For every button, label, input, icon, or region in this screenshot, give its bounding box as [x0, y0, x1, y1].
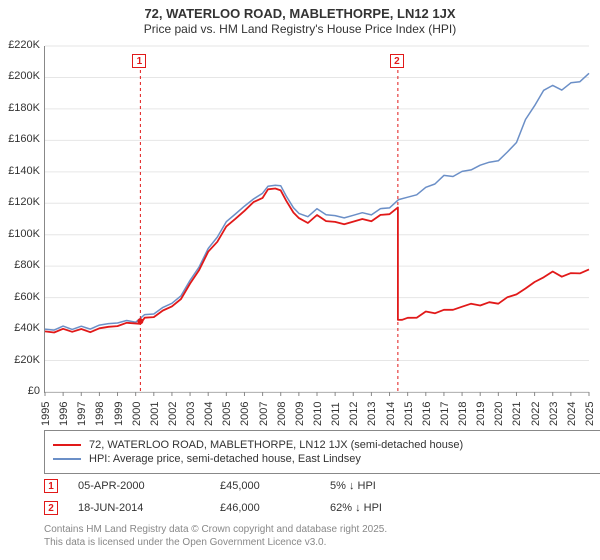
x-axis-label: 1996 [58, 402, 70, 426]
plot-area [44, 46, 589, 393]
x-axis-label: 1999 [113, 402, 125, 426]
y-axis-label: £120K [0, 196, 40, 208]
x-axis-label: 2003 [185, 402, 197, 426]
y-axis-label: £160K [0, 133, 40, 145]
x-axis-label: 2018 [457, 402, 469, 426]
marker-date-2: 18-JUN-2014 [78, 502, 143, 514]
x-axis-label: 2001 [149, 402, 161, 426]
x-axis-label: 2002 [167, 402, 179, 426]
marker-price-1: £45,000 [220, 480, 260, 492]
y-axis-label: £100K [0, 228, 40, 240]
x-axis-label: 2000 [131, 402, 143, 426]
x-axis-label: 2025 [584, 402, 596, 426]
legend-swatch-property [53, 444, 81, 446]
y-axis-label: £60K [0, 291, 40, 303]
x-axis-label: 2023 [548, 402, 560, 426]
x-axis-label: 2012 [348, 402, 360, 426]
y-axis-label: £80K [0, 259, 40, 271]
footnote-line1: Contains HM Land Registry data © Crown c… [44, 524, 387, 537]
legend-row-hpi: HPI: Average price, semi-detached house,… [53, 453, 593, 465]
x-axis-label: 2015 [403, 402, 415, 426]
x-axis-label: 2008 [276, 402, 288, 426]
footnote-line2: This data is licensed under the Open Gov… [44, 537, 387, 550]
x-axis-label: 2020 [493, 402, 505, 426]
x-axis-label: 2010 [312, 402, 324, 426]
x-axis-label: 2004 [203, 402, 215, 426]
y-axis-label: £20K [0, 354, 40, 366]
x-axis-label: 2016 [421, 402, 433, 426]
legend-row-property: 72, WATERLOO ROAD, MABLETHORPE, LN12 1JX… [53, 439, 593, 451]
legend-swatch-hpi [53, 458, 81, 460]
legend-label-property: 72, WATERLOO ROAD, MABLETHORPE, LN12 1JX… [89, 439, 463, 451]
x-axis-label: 2019 [475, 402, 487, 426]
x-axis-label: 2007 [258, 402, 270, 426]
chart-title-line2: Price paid vs. HM Land Registry's House … [0, 22, 600, 36]
y-axis-label: £140K [0, 165, 40, 177]
y-axis-label: £180K [0, 102, 40, 114]
y-axis-label: £40K [0, 322, 40, 334]
legend-box: 72, WATERLOO ROAD, MABLETHORPE, LN12 1JX… [44, 430, 600, 474]
marker-delta-1: 5% ↓ HPI [330, 480, 376, 492]
x-axis-label: 2022 [530, 402, 542, 426]
x-axis-label: 1998 [94, 402, 106, 426]
chart-title-line1: 72, WATERLOO ROAD, MABLETHORPE, LN12 1JX [0, 0, 600, 22]
sale-marker-1: 1 [132, 54, 146, 68]
marker-row-1: 1 05-APR-2000 £45,000 5% ↓ HPI [44, 478, 584, 494]
marker-delta-2: 62% ↓ HPI [330, 502, 382, 514]
x-axis-label: 2011 [330, 402, 342, 426]
x-axis-label: 1995 [40, 402, 52, 426]
x-axis-label: 2024 [566, 402, 578, 426]
marker-badge-2: 2 [44, 501, 58, 515]
sale-marker-2: 2 [390, 54, 404, 68]
y-axis-label: £220K [0, 39, 40, 51]
chart-svg [45, 46, 589, 392]
x-axis-label: 2021 [511, 402, 523, 426]
chart-container: 72, WATERLOO ROAD, MABLETHORPE, LN12 1JX… [0, 0, 600, 560]
x-axis-label: 2014 [385, 402, 397, 426]
marker-badge-1: 1 [44, 479, 58, 493]
x-axis-label: 2005 [221, 402, 233, 426]
x-axis-label: 1997 [76, 402, 88, 426]
x-axis-label: 2009 [294, 402, 306, 426]
marker-price-2: £46,000 [220, 502, 260, 514]
footnote: Contains HM Land Registry data © Crown c… [44, 524, 387, 549]
marker-row-2: 2 18-JUN-2014 £46,000 62% ↓ HPI [44, 500, 584, 516]
y-axis-label: £0 [0, 385, 40, 397]
x-axis-label: 2017 [439, 402, 451, 426]
legend-label-hpi: HPI: Average price, semi-detached house,… [89, 453, 361, 465]
marker-date-1: 05-APR-2000 [78, 480, 145, 492]
x-axis-label: 2006 [239, 402, 251, 426]
x-axis-label: 2013 [366, 402, 378, 426]
y-axis-label: £200K [0, 70, 40, 82]
